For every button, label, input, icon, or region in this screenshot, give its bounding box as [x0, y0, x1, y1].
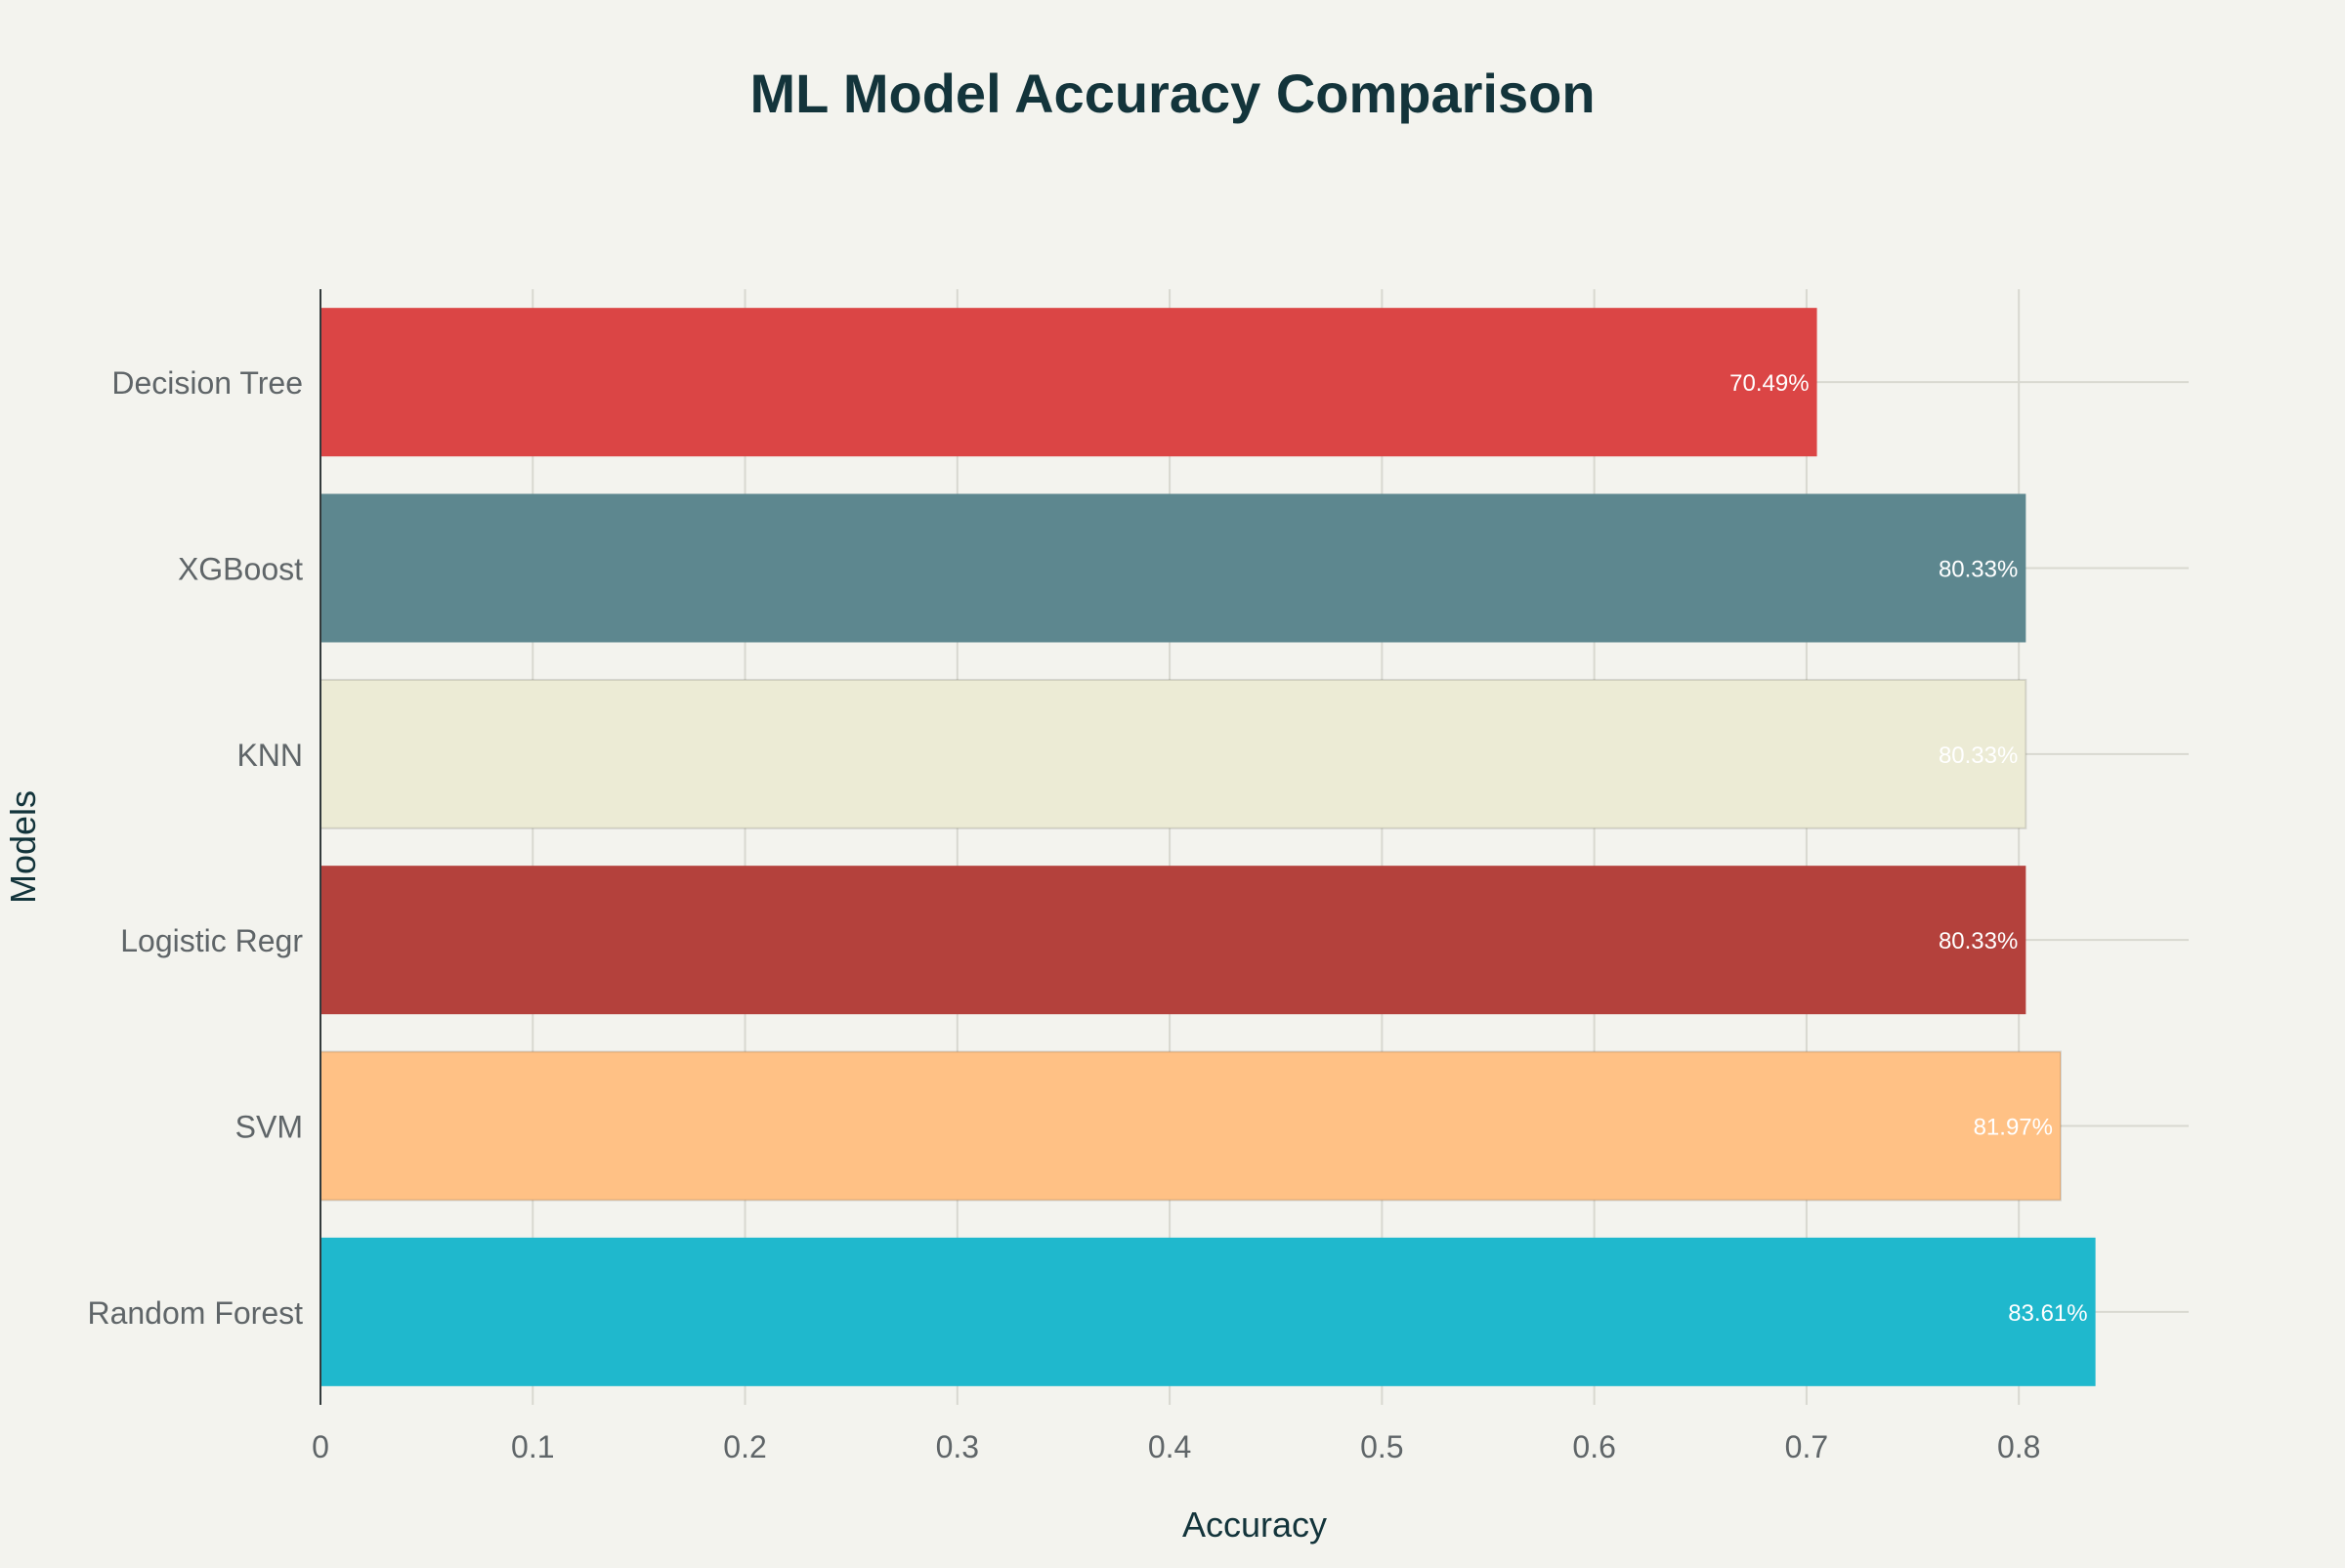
- data-labels: 70.49% 80.33% 80.33% 80.33% 81.97% 83.61%: [1729, 370, 2087, 1327]
- y-axis-title: Models: [3, 790, 43, 904]
- y-tick-label: SVM: [235, 1110, 303, 1145]
- data-label: 80.33%: [1939, 557, 2018, 583]
- bar: [320, 866, 2026, 1015]
- x-tick-label: 0.7: [1785, 1429, 1828, 1464]
- y-tick-label: Decision Tree: [111, 365, 303, 401]
- bar: [320, 308, 1817, 457]
- bars: [320, 308, 2096, 1386]
- x-tick-label: 0.5: [1360, 1429, 1403, 1464]
- data-label: 70.49%: [1729, 370, 1809, 397]
- y-tick-label: XGBoost: [178, 552, 303, 587]
- x-tick-label: 0.8: [1997, 1429, 2040, 1464]
- data-label: 81.97%: [1974, 1115, 2053, 1141]
- data-label: 80.33%: [1939, 928, 2018, 954]
- y-tick-label: Random Forest: [87, 1295, 303, 1331]
- x-tick-label: 0.4: [1148, 1429, 1191, 1464]
- data-label: 83.61%: [2008, 1300, 2087, 1327]
- data-label: 80.33%: [1939, 742, 2018, 769]
- y-tick-label: KNN: [236, 738, 303, 773]
- bar: [320, 678, 2027, 829]
- x-tick-label: 0.2: [723, 1429, 766, 1464]
- x-tick-label: 0.1: [511, 1429, 554, 1464]
- bar: [320, 493, 2026, 643]
- x-axis-title: Accuracy: [1182, 1504, 1327, 1545]
- x-tick-label: 0.6: [1572, 1429, 1615, 1464]
- bar: [320, 1237, 2096, 1386]
- x-tick-label: 0: [312, 1429, 329, 1464]
- grid-lines: [320, 289, 2189, 1405]
- chart-title: ML Model Accuracy Comparison: [749, 63, 1595, 124]
- x-tick-label: 0.3: [936, 1429, 979, 1464]
- bar: [320, 1050, 2062, 1202]
- y-tick-label: Logistic Regr: [120, 923, 303, 958]
- axes: 0 0.1 0.2 0.3 0.4 0.5 0.6 0.7 0.8 Decision Tree XG…: [87, 289, 2040, 1464]
